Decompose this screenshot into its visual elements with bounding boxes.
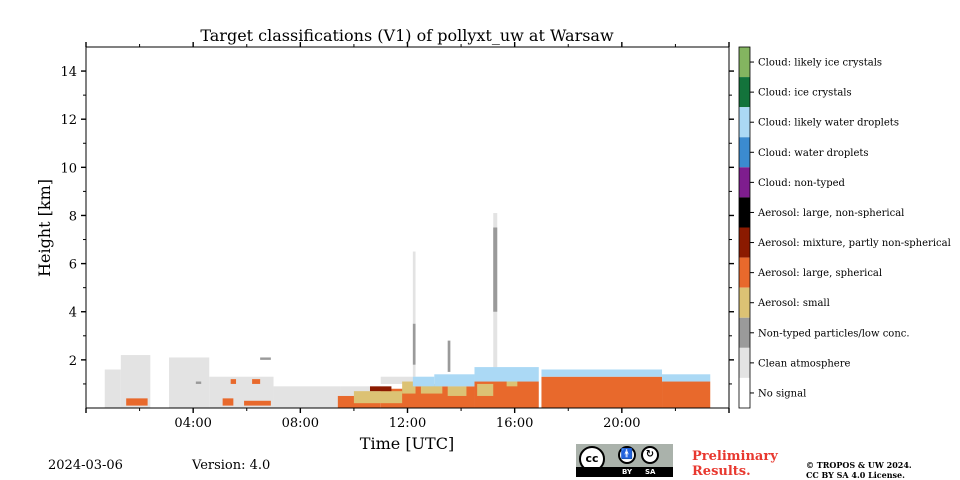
x-tick-label: 04:00 <box>174 416 211 431</box>
colorbar-swatch <box>739 197 750 228</box>
badge-by-label: BY <box>622 468 633 476</box>
colorbar-swatch <box>739 107 750 138</box>
colorbar-label: Cloud: water droplets <box>758 148 869 159</box>
badge-sa-label: SA <box>645 468 656 476</box>
colorbar-swatch <box>739 257 750 288</box>
cc-license-badge: cc 🚹 ↻ BY SA <box>576 444 673 477</box>
class-region-4 <box>126 398 148 406</box>
colorbar-legend: Cloud: likely ice crystals Cloud: ice cry… <box>738 46 951 409</box>
class-region-3 <box>402 381 416 394</box>
class-region-1 <box>104 369 121 408</box>
x-tick-label: 12:00 <box>389 416 426 431</box>
class-region-4 <box>662 381 711 408</box>
class-region-1 <box>273 386 341 408</box>
share-alike-icon: ↻ <box>641 446 659 464</box>
x-tick-label: 08:00 <box>282 416 319 431</box>
class-region-3 <box>477 383 494 396</box>
colorbar-swatch <box>739 167 750 198</box>
plot-frame <box>85 46 730 409</box>
colorbar-label: No signal <box>758 388 806 399</box>
colorbar-label: Aerosol: small <box>757 298 830 309</box>
class-region-9 <box>541 369 663 377</box>
class-region-1 <box>169 357 210 408</box>
colorbar-label: Cloud: likely water droplets <box>758 118 899 129</box>
colorbar-label: Cloud: non-typed <box>758 178 846 189</box>
class-region-2 <box>412 323 416 365</box>
copyright-line-1: © TROPOS & UW 2024. <box>806 460 912 470</box>
colorbar-label: Non-typed particles/low conc. <box>758 328 910 339</box>
colorbar-swatch <box>739 287 750 318</box>
class-region-1 <box>412 251 416 377</box>
footer-version: Version: 4.0 <box>192 458 271 473</box>
footer-date: 2024-03-06 <box>48 458 123 473</box>
axes <box>85 46 730 409</box>
class-region-1 <box>380 376 416 384</box>
y-tick-label: 8 <box>69 209 77 224</box>
y-tick-label: 4 <box>69 306 77 321</box>
colorbar-swatch <box>739 47 750 78</box>
colorbar-swatch <box>739 377 750 408</box>
colorbar-swatch <box>739 77 750 108</box>
preliminary-notice: Preliminary Results. <box>692 449 778 479</box>
colorbar-frame <box>738 46 751 409</box>
y-tick-label: 12 <box>60 113 77 128</box>
x-tick-label: 20:00 <box>603 416 640 431</box>
copyright-notice: © TROPOS & UW 2024. CC BY SA 4.0 License… <box>806 460 912 480</box>
class-region-2 <box>493 227 498 312</box>
badge-strip <box>576 467 673 477</box>
class-region-4 <box>222 398 234 406</box>
colorbar-swatch <box>739 137 750 168</box>
x-axis-label: Time [UTC] <box>360 434 454 453</box>
y-tick-label: 6 <box>69 258 77 273</box>
copyright-line-2: CC BY SA 4.0 License. <box>806 470 905 480</box>
class-region-9 <box>434 374 475 387</box>
class-region-9 <box>412 376 435 387</box>
class-region-2 <box>447 340 451 372</box>
class-region-9 <box>474 367 539 382</box>
preliminary-line-2: Results. <box>692 464 751 479</box>
colorbar-label: Aerosol: mixture, partly non-spherical <box>757 238 951 249</box>
y-axis: 2 4 6 8 10 12 14 <box>60 65 734 385</box>
class-region-4 <box>244 400 271 406</box>
y-tick-label: 2 <box>69 354 77 369</box>
class-region-9 <box>662 374 711 382</box>
chart-title: Target classifications (V1) of pollyxt_u… <box>200 26 614 45</box>
y-axis-label: Height [km] <box>35 179 54 277</box>
class-region-2 <box>260 357 271 360</box>
x-tick-label: 16:00 <box>496 416 533 431</box>
class-region-4 <box>252 379 261 384</box>
preliminary-line-1: Preliminary <box>692 449 778 464</box>
colorbar-label: Aerosol: large, spherical <box>757 268 882 279</box>
colorbar-label: Clean atmosphere <box>758 358 851 369</box>
colorbar-label: Aerosol: large, non-spherical <box>757 208 904 219</box>
x-axis: 04:00 08:00 12:00 16:00 20:00 <box>85 42 730 431</box>
class-region-3 <box>353 391 403 404</box>
y-tick-label: 14 <box>60 65 77 80</box>
class-region-3 <box>506 379 518 387</box>
class-region-5 <box>369 386 392 392</box>
class-region-2 <box>195 381 202 384</box>
plot-data <box>104 213 711 408</box>
colorbar-swatch <box>739 347 750 378</box>
attribution-icon: 🚹 <box>618 446 636 464</box>
colorbar-label: Cloud: likely ice crystals <box>758 58 882 69</box>
class-region-4 <box>230 379 237 384</box>
class-region-4 <box>541 376 663 408</box>
colorbar-label: Cloud: ice crystals <box>758 88 852 99</box>
class-region-3 <box>420 383 443 394</box>
class-region-3 <box>447 386 467 396</box>
colorbar-swatch <box>739 227 750 258</box>
y-tick-label: 10 <box>60 161 77 176</box>
colorbar-swatch <box>739 317 750 348</box>
